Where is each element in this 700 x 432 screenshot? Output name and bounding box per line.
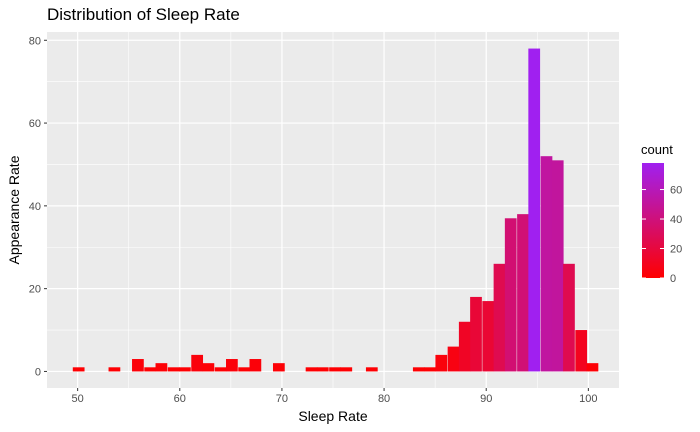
histogram-bar [179, 367, 191, 372]
histogram-bar [563, 263, 575, 372]
y-tick-label: 20 [29, 284, 41, 296]
histogram-bar [482, 301, 495, 372]
histogram-bar [249, 359, 262, 372]
histogram-bar [586, 363, 599, 372]
legend-colorbar [642, 163, 664, 278]
histogram-bar [504, 218, 517, 372]
chart-title: Distribution of Sleep Rate [47, 5, 240, 24]
legend-label: 0 [670, 273, 676, 285]
legend-label: 40 [670, 214, 682, 226]
histogram-bar [412, 367, 425, 372]
histogram-bar [424, 367, 436, 372]
legend-label: 20 [670, 244, 682, 256]
legend-ticks: 0 20 40 60 [642, 185, 682, 285]
histogram-bar [435, 354, 448, 372]
histogram-bar [316, 367, 329, 372]
histogram-bar [305, 367, 318, 372]
y-axis: 0 20 40 60 80 [29, 35, 47, 378]
y-axis-title: Appearance Rate [6, 155, 22, 264]
histogram-bar [458, 321, 471, 372]
histogram-bar [575, 330, 588, 372]
x-tick-label: 80 [378, 393, 390, 405]
histogram-bar [528, 48, 541, 372]
y-tick-label: 40 [29, 201, 41, 213]
legend-label: 60 [670, 185, 682, 197]
histogram-bar [72, 367, 85, 372]
bars [72, 48, 599, 372]
histogram-bar [238, 367, 251, 372]
x-axis: 50 60 70 80 90 100 [72, 388, 598, 405]
x-tick-label: 60 [174, 393, 186, 405]
histogram-bar [214, 367, 227, 372]
legend-title: count [641, 142, 673, 157]
histogram-bar [365, 367, 378, 372]
histogram-bar [447, 346, 460, 372]
histogram-bar [202, 363, 215, 372]
histogram-bar [517, 214, 529, 372]
histogram-bar [155, 363, 168, 372]
histogram-bar [540, 156, 553, 372]
histogram-bar [272, 363, 285, 372]
x-tick-label: 50 [72, 393, 84, 405]
histogram-bar [144, 367, 157, 372]
y-tick-label: 60 [29, 118, 41, 130]
legend: count 0 20 40 60 [641, 142, 682, 285]
histogram-bar [493, 263, 506, 372]
x-axis-title: Sleep Rate [298, 408, 367, 424]
histogram-bar [551, 160, 564, 372]
x-tick-label: 100 [579, 393, 597, 405]
histogram-bar [329, 367, 341, 372]
histogram-bar [132, 359, 144, 372]
histogram-bar [470, 296, 482, 372]
x-tick-label: 90 [480, 393, 492, 405]
y-tick-label: 80 [29, 35, 41, 47]
histogram-bar [340, 367, 353, 372]
histogram-bar [226, 359, 238, 372]
histogram-bar [108, 367, 121, 372]
histogram-bar [167, 367, 180, 372]
x-tick-label: 70 [276, 393, 288, 405]
histogram-bar [191, 354, 204, 372]
y-tick-label: 0 [35, 366, 41, 378]
